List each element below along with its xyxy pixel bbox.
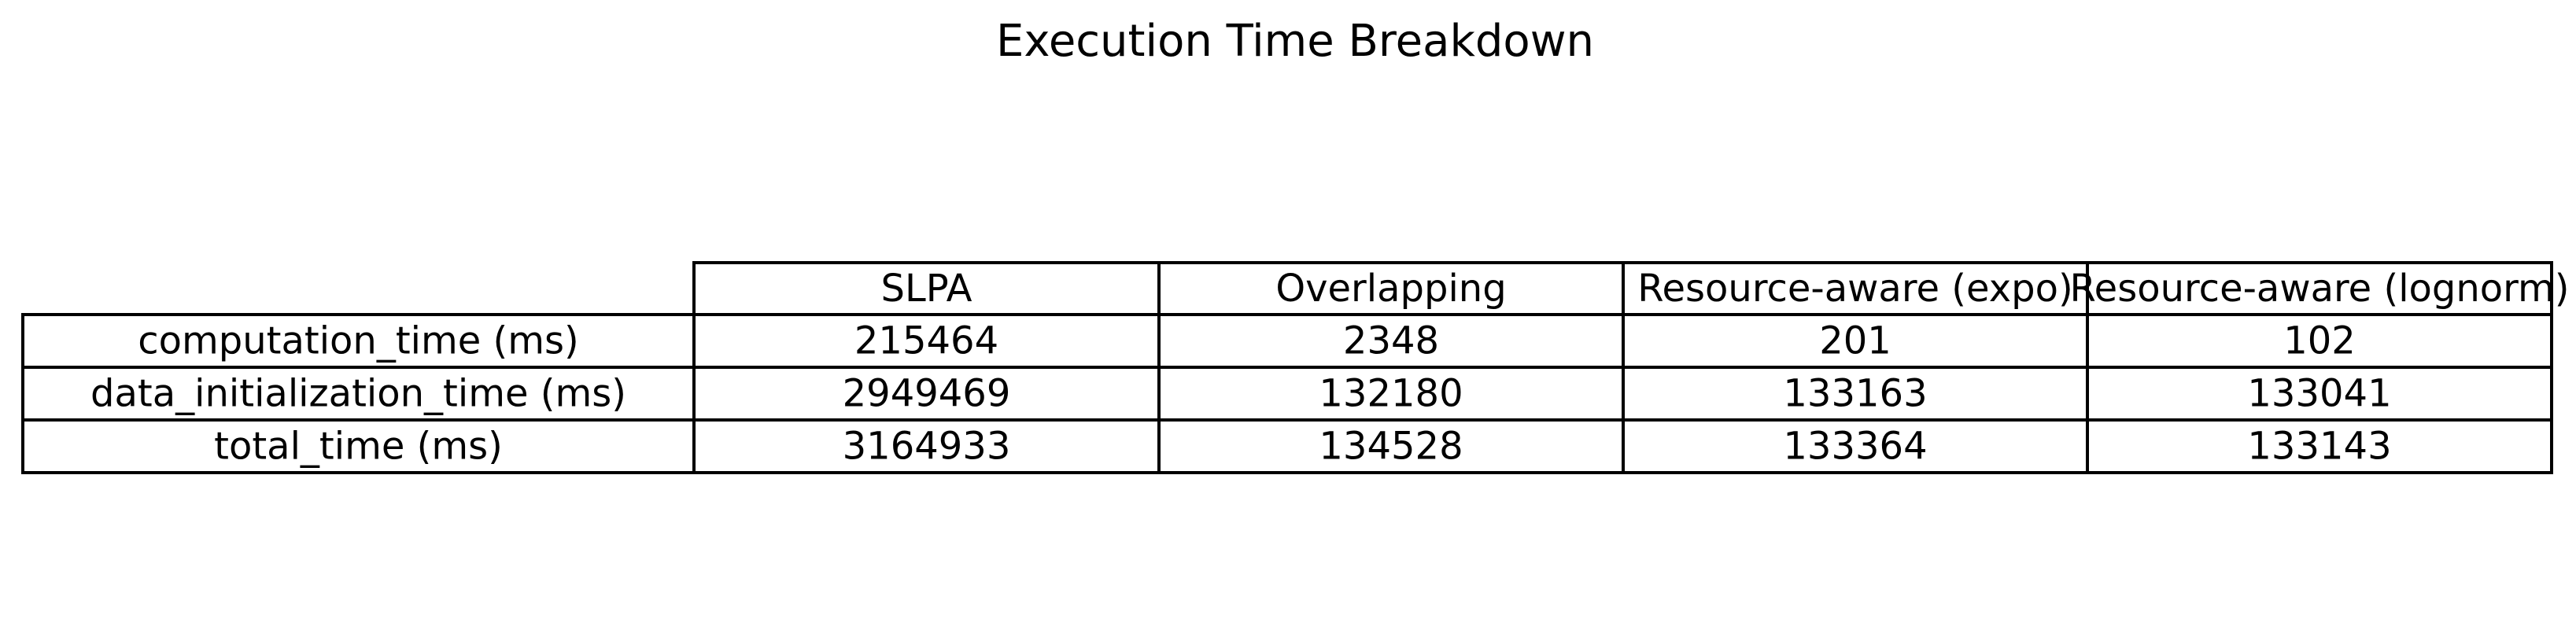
cell-value: 2348	[1343, 319, 1439, 363]
table-cell	[1157, 366, 1625, 422]
cell-value: 132180	[1319, 372, 1463, 416]
table-cell	[2086, 418, 2553, 474]
table-cell	[2086, 366, 2553, 422]
table-cell	[2086, 313, 2553, 369]
cell-value: 134528	[1319, 425, 1463, 469]
table-cell	[1622, 418, 2089, 474]
row-label: computation_time (ms)	[138, 319, 579, 363]
table-cell	[692, 418, 1161, 474]
cell-value: 3164933	[843, 425, 1011, 469]
cell-value: 102	[2283, 319, 2356, 363]
cell-value: 201	[1819, 319, 1891, 363]
table-cell	[1622, 313, 2089, 369]
chart-title: Execution Time Breakdown	[996, 16, 1594, 67]
row-label: total_time (ms)	[214, 425, 503, 469]
row-label: data_initialization_time (ms)	[90, 372, 626, 416]
column-header-cell	[692, 261, 1161, 316]
table-cell	[1157, 418, 1625, 474]
cell-value: 133163	[1783, 372, 1927, 416]
column-header: Overlapping	[1275, 267, 1506, 311]
column-header-cell	[1622, 261, 2089, 316]
column-header: Resource-aware (lognorm)	[2069, 267, 2569, 311]
table-cell	[1622, 366, 2089, 422]
cell-value: 133041	[2247, 372, 2391, 416]
column-header: Resource-aware (expo)	[1637, 267, 2072, 311]
cell-value: 133143	[2247, 425, 2391, 469]
cell-value: 215464	[854, 319, 998, 363]
row-label-cell	[21, 366, 696, 422]
row-label-cell	[21, 418, 696, 474]
cell-value: 133364	[1783, 425, 1927, 469]
column-header-cell	[1157, 261, 1625, 316]
cell-value: 2949469	[843, 372, 1011, 416]
table-body: SLPA Overlapping Resource-aware (expo)Reso…	[21, 261, 2570, 474]
column-header: SLPA	[881, 267, 972, 311]
